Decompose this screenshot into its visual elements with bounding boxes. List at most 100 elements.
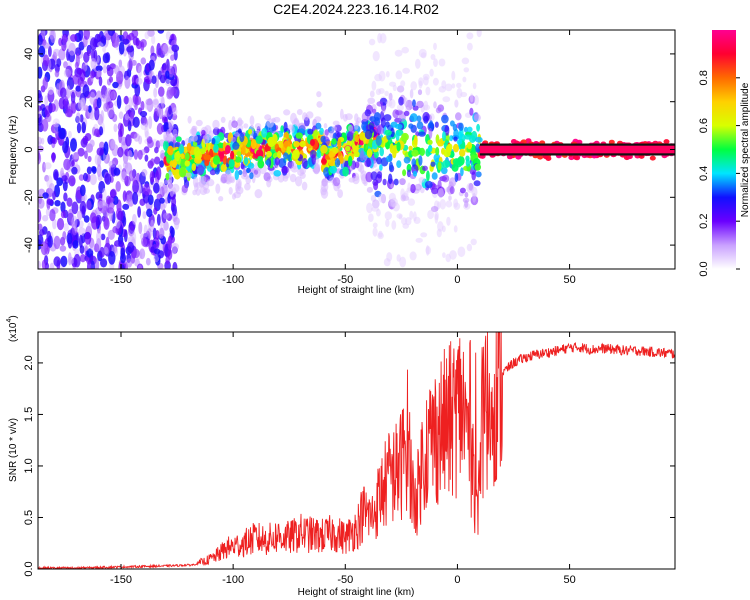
spectrogram-cell	[401, 46, 410, 54]
spectrogram-cell	[416, 121, 424, 130]
spectrogram-cell	[452, 158, 461, 166]
spectrogram-cell	[171, 246, 178, 254]
spectrogram-cell	[206, 178, 215, 187]
spectrogram-cell	[108, 251, 116, 265]
spectrogram-cell	[272, 133, 278, 144]
spectrogram-cell	[471, 186, 478, 198]
spectrogram-cell	[234, 156, 242, 163]
spectrogram-cell	[74, 47, 82, 56]
spectrogram-cell	[70, 138, 77, 152]
spectrogram-cell	[105, 87, 113, 102]
spectrogram-cell	[433, 153, 441, 163]
spectrogram-cell	[78, 174, 85, 181]
spectrogram-cell	[466, 141, 473, 150]
spectrogram-cell	[426, 170, 430, 182]
spectrogram-cell	[413, 135, 418, 146]
spectrogram-cell	[60, 210, 66, 219]
spectrogram-cell	[128, 32, 135, 41]
spectrogram-cell	[239, 132, 245, 143]
spectrogram-x-ticks: -150 -100 -50 0 50	[110, 30, 576, 286]
spectrogram-cell	[453, 225, 458, 233]
spectrogram-cell	[191, 125, 197, 136]
spectrogram-cell	[293, 141, 300, 148]
spectrogram-cell	[412, 99, 416, 107]
spectrogram-cell	[89, 173, 97, 186]
spectrogram-cell	[156, 123, 164, 135]
spectrogram-cell	[445, 200, 453, 208]
spectrogram-cell	[112, 195, 119, 205]
spectrogram-cell	[475, 136, 483, 143]
spectrogram-cell	[140, 41, 145, 51]
spectrogram-cell	[109, 189, 117, 198]
spectrogram-cell	[334, 158, 341, 168]
spectrogram-cell	[160, 96, 165, 110]
spectrogram-cell	[450, 151, 455, 158]
spectrogram-cell	[178, 166, 187, 178]
spectrogram-cell	[77, 210, 83, 221]
spectrogram-cell	[369, 90, 375, 98]
spectrogram-cell	[42, 161, 46, 173]
spectrogram-cell	[465, 158, 471, 167]
spectrogram-cell	[83, 105, 89, 112]
spectrogram-cell	[394, 123, 403, 130]
spectrogram-cell	[430, 54, 436, 60]
spectrogram-cell	[148, 116, 153, 129]
snr-y-scale-exp: 4	[6, 319, 13, 323]
spectrogram-cell	[442, 131, 446, 142]
spectrogram-cell	[139, 248, 146, 260]
spectrogram-cell	[387, 17, 391, 23]
spectrogram-cell	[266, 179, 272, 188]
x-tick-label: -100	[222, 574, 244, 586]
spectrogram-cell	[394, 49, 403, 57]
spectrogram-cell	[323, 167, 331, 177]
spectrogram-cell	[347, 125, 354, 132]
spectrogram-cell	[437, 140, 444, 147]
spectrogram-cell	[105, 195, 111, 205]
spectrogram-cell	[90, 70, 95, 79]
spectrogram-cell	[314, 116, 322, 123]
spectrogram-cell	[102, 65, 107, 74]
spectrogram-cell	[273, 116, 281, 123]
spectrogram-cell	[443, 149, 451, 158]
spectrogram-cell	[145, 257, 151, 266]
spectrogram-cell	[106, 66, 114, 77]
spectrogram-cell	[78, 30, 84, 41]
spectrogram-cell	[261, 127, 268, 138]
spectrogram-cell	[123, 96, 130, 105]
spectrogram-cell	[122, 190, 127, 202]
spectrogram-cell	[254, 123, 262, 129]
spectrogram-cell	[419, 147, 426, 156]
spectrogram-cell	[454, 172, 459, 183]
spectrogram-cell	[464, 200, 469, 208]
spectrogram-cell	[168, 105, 172, 115]
spectrogram-cell	[366, 202, 373, 214]
spectrogram-cell	[147, 139, 154, 148]
spectrogram-cell	[393, 178, 399, 186]
spectrogram-cell	[59, 87, 67, 98]
spectrogram-cell	[225, 173, 230, 181]
spectrogram-cell	[304, 114, 309, 121]
spectrogram-cell	[91, 166, 97, 174]
spectrogram-cell	[398, 96, 404, 106]
spectrogram-cell	[405, 217, 412, 226]
spectrogram-cell	[80, 101, 84, 109]
spectrogram-cell	[378, 70, 386, 82]
spectrogram-cell	[83, 30, 90, 40]
spectrogram-cell	[82, 84, 90, 98]
spectrogram-cell	[409, 89, 414, 99]
spectrogram-cell	[90, 260, 95, 269]
spectrogram-cell	[460, 167, 464, 177]
spectrogram-cell	[153, 207, 158, 215]
spectrogram-cell	[83, 215, 90, 223]
spectrogram-cell	[81, 121, 86, 134]
spectrogram-cell	[87, 260, 91, 269]
spectrogram-cell	[140, 57, 147, 65]
spectrogram-cell	[321, 158, 327, 164]
y-tick-label: 1.0	[23, 458, 35, 473]
snr-x-ticks: -150 -100 -50 0 50	[110, 332, 576, 586]
spectrogram-cell	[184, 160, 190, 167]
spectrogram-cell	[372, 51, 380, 62]
spectrogram-cell	[476, 30, 482, 38]
spectrogram-cell	[389, 143, 394, 154]
snr-frame	[37, 331, 676, 570]
